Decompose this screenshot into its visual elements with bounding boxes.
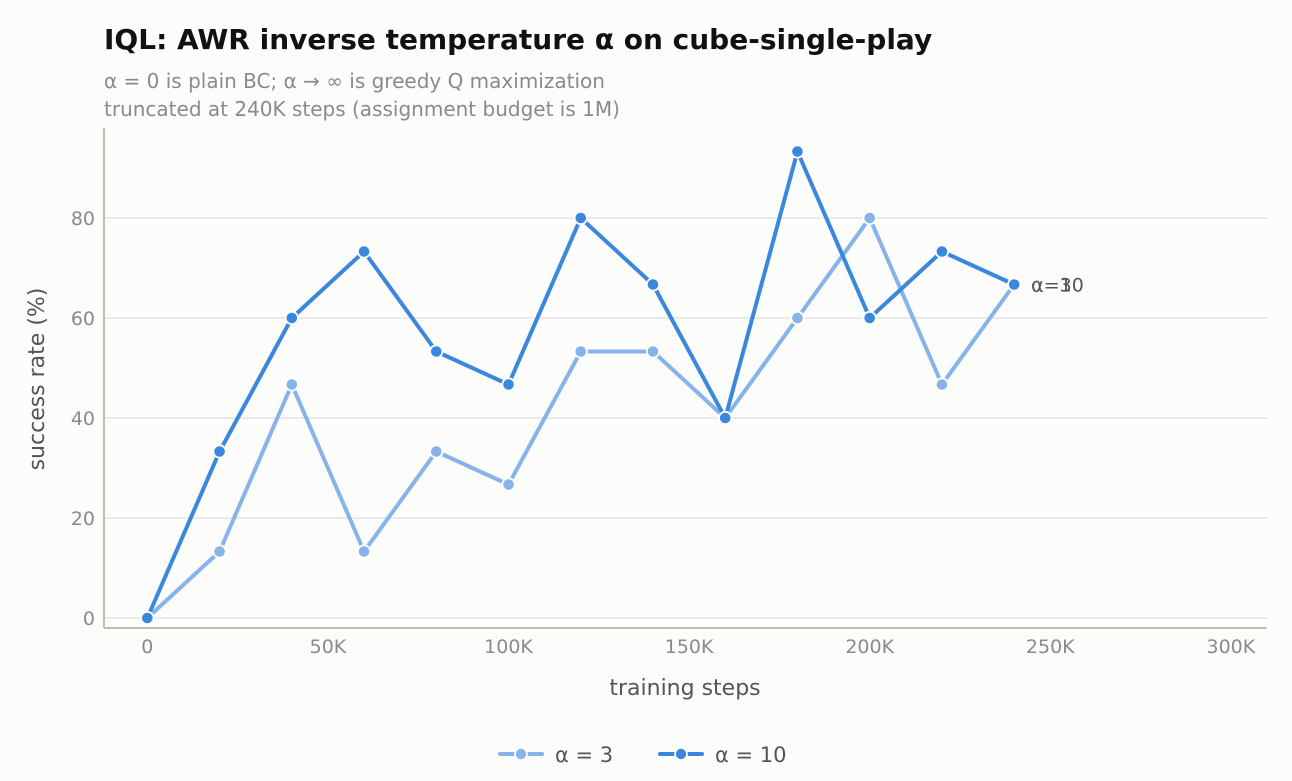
chart-subtitle-line-2: truncated at 240K steps (assignment budg… <box>104 97 620 121</box>
y-tick-label: 40 <box>71 408 95 430</box>
data-point <box>934 377 950 392</box>
chart-title: IQL: AWR inverse temperature α on cube-s… <box>104 23 932 56</box>
legend: α = 3 α = 10 <box>498 743 787 767</box>
y-tick-label: 60 <box>71 308 95 330</box>
data-point <box>934 244 950 259</box>
data-point <box>645 344 661 359</box>
y-tick-label: 20 <box>71 508 95 530</box>
tick-labels: 0 20 40 60 80 0 50K 100K 150K 200K 250K 300K <box>71 208 1256 658</box>
data-point <box>212 444 227 459</box>
x-tick-label: 100K <box>484 636 533 658</box>
data-point <box>645 277 661 292</box>
series-end-label: α=3 <box>1031 275 1072 297</box>
data-point <box>501 477 516 492</box>
x-tick-label: 300K <box>1207 636 1256 658</box>
data-point <box>429 344 444 359</box>
axes <box>103 128 1267 629</box>
x-tick-label: 200K <box>845 636 894 658</box>
data-point <box>1007 277 1022 292</box>
legend-label: α = 3 <box>555 743 613 767</box>
x-tick-label: 50K <box>310 636 347 658</box>
y-tick-label: 80 <box>71 208 95 230</box>
chart-subtitle-line-1: α = 0 is plain BC; α → ∞ is greedy Q max… <box>104 69 605 93</box>
series-1: α=10 <box>140 144 1084 626</box>
data-point <box>862 310 877 326</box>
data-point <box>573 344 588 359</box>
series-end-label: α=10 <box>1031 275 1084 297</box>
data-point <box>140 610 155 626</box>
legend-item-1: α = 10 <box>658 743 787 767</box>
legend-label: α = 10 <box>715 743 787 767</box>
legend-swatch-marker <box>674 747 688 761</box>
data-point <box>356 244 372 259</box>
data-point <box>356 544 372 559</box>
y-axis-label: success rate (%) <box>25 288 50 471</box>
data-point <box>429 444 444 459</box>
x-axis-label: training steps <box>609 676 760 701</box>
data-point <box>212 544 227 559</box>
series-0: α=3 <box>140 210 1072 626</box>
data-point <box>790 144 805 159</box>
data-point <box>284 377 299 392</box>
series: α=3α=10 <box>140 144 1084 626</box>
x-tick-label: 250K <box>1026 636 1075 658</box>
x-tick-label: 0 <box>141 636 153 658</box>
y-tick-label: 0 <box>83 608 95 630</box>
data-point <box>501 377 516 392</box>
x-tick-label: 150K <box>665 636 714 658</box>
data-point <box>718 410 733 426</box>
legend-swatch-marker <box>514 747 528 761</box>
data-point <box>284 310 299 326</box>
data-point <box>862 210 877 226</box>
data-point <box>573 210 588 226</box>
data-point <box>790 310 805 326</box>
legend-item-0: α = 3 <box>498 743 613 767</box>
